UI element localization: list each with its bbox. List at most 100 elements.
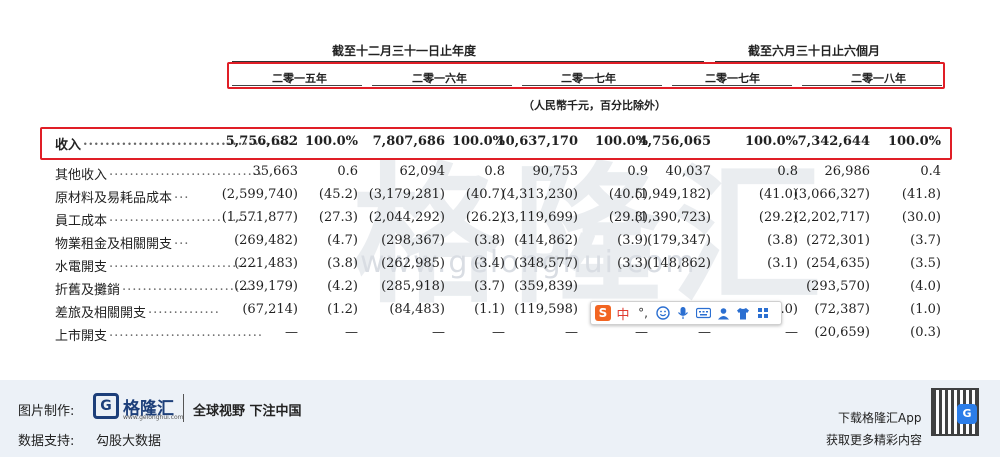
app-badge-icon: G bbox=[957, 404, 977, 424]
amount-cell: (293,570) bbox=[806, 279, 870, 294]
percent-cell: (41.0) bbox=[758, 187, 798, 202]
amount-cell: (414,862) bbox=[514, 233, 578, 248]
sogou-logo-icon[interactable]: S bbox=[595, 305, 611, 321]
amount-cell: (221,483) bbox=[234, 256, 298, 271]
amount-cell: 10,637,170 bbox=[496, 134, 578, 149]
amount-cell: 40,037 bbox=[665, 164, 712, 179]
year-header-2018-h1: 二零一八年 bbox=[851, 72, 906, 85]
watermark-url: www.gelonghui.com bbox=[360, 245, 697, 280]
ime-toolbar[interactable]: S 中 °, bbox=[590, 301, 782, 325]
percent-cell: (3.8) bbox=[327, 256, 358, 271]
amount-cell: 62,094 bbox=[399, 164, 446, 179]
amount-cell: (72,387) bbox=[814, 302, 870, 317]
amount-cell: (285,918) bbox=[381, 279, 445, 294]
percent-cell: — bbox=[492, 325, 505, 340]
amount-cell: — bbox=[698, 325, 711, 340]
row-label: 員工成本 bbox=[55, 214, 108, 229]
row-label: 上市開支 bbox=[55, 329, 108, 344]
row-label: 水電開支 bbox=[55, 260, 108, 275]
footer-divider bbox=[183, 394, 184, 422]
year-header-2017: 二零一七年 bbox=[561, 72, 616, 85]
period-header-interim: 截至六月三十日止六個月 bbox=[748, 44, 881, 58]
row-label: 收入 bbox=[55, 138, 82, 153]
percent-cell: (3.8) bbox=[474, 233, 505, 248]
data-support-label: 数据支持: bbox=[18, 434, 75, 449]
row-label: 原材料及易耗品成本 bbox=[55, 191, 173, 206]
amount-cell: (262,985) bbox=[381, 256, 445, 271]
percent-cell: (29.2) bbox=[758, 210, 798, 225]
highlight-box-revenue bbox=[40, 127, 952, 160]
amount-cell: 35,663 bbox=[252, 164, 299, 179]
app-download-text: 下载格隆汇App bbox=[838, 411, 922, 425]
amount-cell: (20,659) bbox=[814, 325, 870, 340]
percent-cell: (1.2) bbox=[327, 302, 358, 317]
amount-cell: (269,482) bbox=[234, 233, 298, 248]
percent-cell: (3.7) bbox=[474, 279, 505, 294]
percent-cell: (4.0) bbox=[910, 279, 941, 294]
leader-dots: .............................. bbox=[109, 210, 263, 225]
amount-cell: 4,756,065 bbox=[638, 134, 711, 149]
grid-icon[interactable] bbox=[755, 305, 771, 321]
smile-icon[interactable] bbox=[655, 305, 671, 321]
amount-cell: (2,202,717) bbox=[793, 210, 870, 225]
percent-cell: (1.0) bbox=[910, 302, 941, 317]
table-row: 折舊及攤銷.......................... (239,179)… bbox=[0, 279, 1000, 302]
user-icon[interactable] bbox=[715, 305, 731, 321]
percent-cell: (3.8) bbox=[767, 233, 798, 248]
year-underline bbox=[802, 85, 942, 86]
amount-cell: (67,214) bbox=[242, 302, 298, 317]
amount-cell: (119,598) bbox=[514, 302, 578, 317]
header-rule-annual bbox=[232, 61, 704, 62]
amount-cell: (239,179) bbox=[234, 279, 298, 294]
amount-cell: (254,635) bbox=[806, 256, 870, 271]
percent-cell: (3.9) bbox=[617, 233, 648, 248]
percent-cell: 100.0% bbox=[594, 134, 648, 149]
percent-cell: 0.9 bbox=[627, 164, 648, 179]
brand-g-icon: G bbox=[93, 393, 119, 419]
percent-cell: (3.7) bbox=[910, 233, 941, 248]
ime-punctuation-toggle[interactable]: °, bbox=[638, 306, 648, 320]
percent-cell: (0.3) bbox=[910, 325, 941, 340]
percent-cell: 100.0% bbox=[451, 134, 505, 149]
leader-dots: .............. bbox=[148, 302, 220, 317]
amount-cell: (359,839) bbox=[514, 279, 578, 294]
amount-cell: — bbox=[565, 325, 578, 340]
percent-cell: — bbox=[635, 325, 648, 340]
leader-dots: ... bbox=[174, 233, 190, 248]
leader-dots: ... bbox=[174, 187, 190, 202]
amount-cell: (1,949,182) bbox=[634, 187, 711, 202]
row-label: 物業租金及相關開支 bbox=[55, 237, 173, 252]
year-underline bbox=[372, 85, 512, 86]
amount-cell: (1,390,723) bbox=[634, 210, 711, 225]
percent-cell: — bbox=[345, 325, 358, 340]
shirt-icon[interactable] bbox=[735, 305, 751, 321]
leader-dots: ...................................... bbox=[83, 134, 293, 149]
slogan: 全球视野 下注中国 bbox=[193, 404, 302, 419]
amount-cell: (4,313,230) bbox=[501, 187, 578, 202]
year-header-2016: 二零一六年 bbox=[412, 72, 467, 85]
amount-cell: (84,483) bbox=[389, 302, 445, 317]
year-underline bbox=[672, 85, 792, 86]
year-underline bbox=[232, 85, 362, 86]
amount-cell: — bbox=[432, 325, 445, 340]
percent-cell: (3.4) bbox=[474, 256, 505, 271]
mic-icon[interactable] bbox=[675, 305, 691, 321]
amount-cell: (3,066,327) bbox=[793, 187, 870, 202]
amount-cell: (3,119,699) bbox=[501, 210, 578, 225]
amount-cell: (148,862) bbox=[647, 256, 711, 271]
table-row: 原材料及易耗品成本... (2,599,740) (45.2) (3,179,281)… bbox=[0, 187, 1000, 210]
percent-cell: — bbox=[785, 325, 798, 340]
amount-cell: (2,599,740) bbox=[221, 187, 298, 202]
table-row: 差旅及相關開支.............. (67,214) (1.2) (84,48… bbox=[0, 302, 1000, 325]
percent-cell: 100.0% bbox=[304, 134, 358, 149]
percent-cell: 0.8 bbox=[777, 164, 798, 179]
ime-chinese-mode-toggle[interactable]: 中 bbox=[616, 307, 630, 323]
table-row: 收入......................................… bbox=[0, 134, 1000, 157]
percent-cell: 0.6 bbox=[337, 164, 358, 179]
percent-cell: (3.3) bbox=[617, 256, 648, 271]
keyboard-icon[interactable] bbox=[695, 305, 711, 321]
leader-dots: .............................. bbox=[109, 164, 263, 179]
brand-logo: G 格隆汇 www.gelonghui.com bbox=[93, 393, 184, 423]
row-label: 其他收入 bbox=[55, 168, 108, 183]
amount-cell: 7,807,686 bbox=[372, 134, 445, 149]
